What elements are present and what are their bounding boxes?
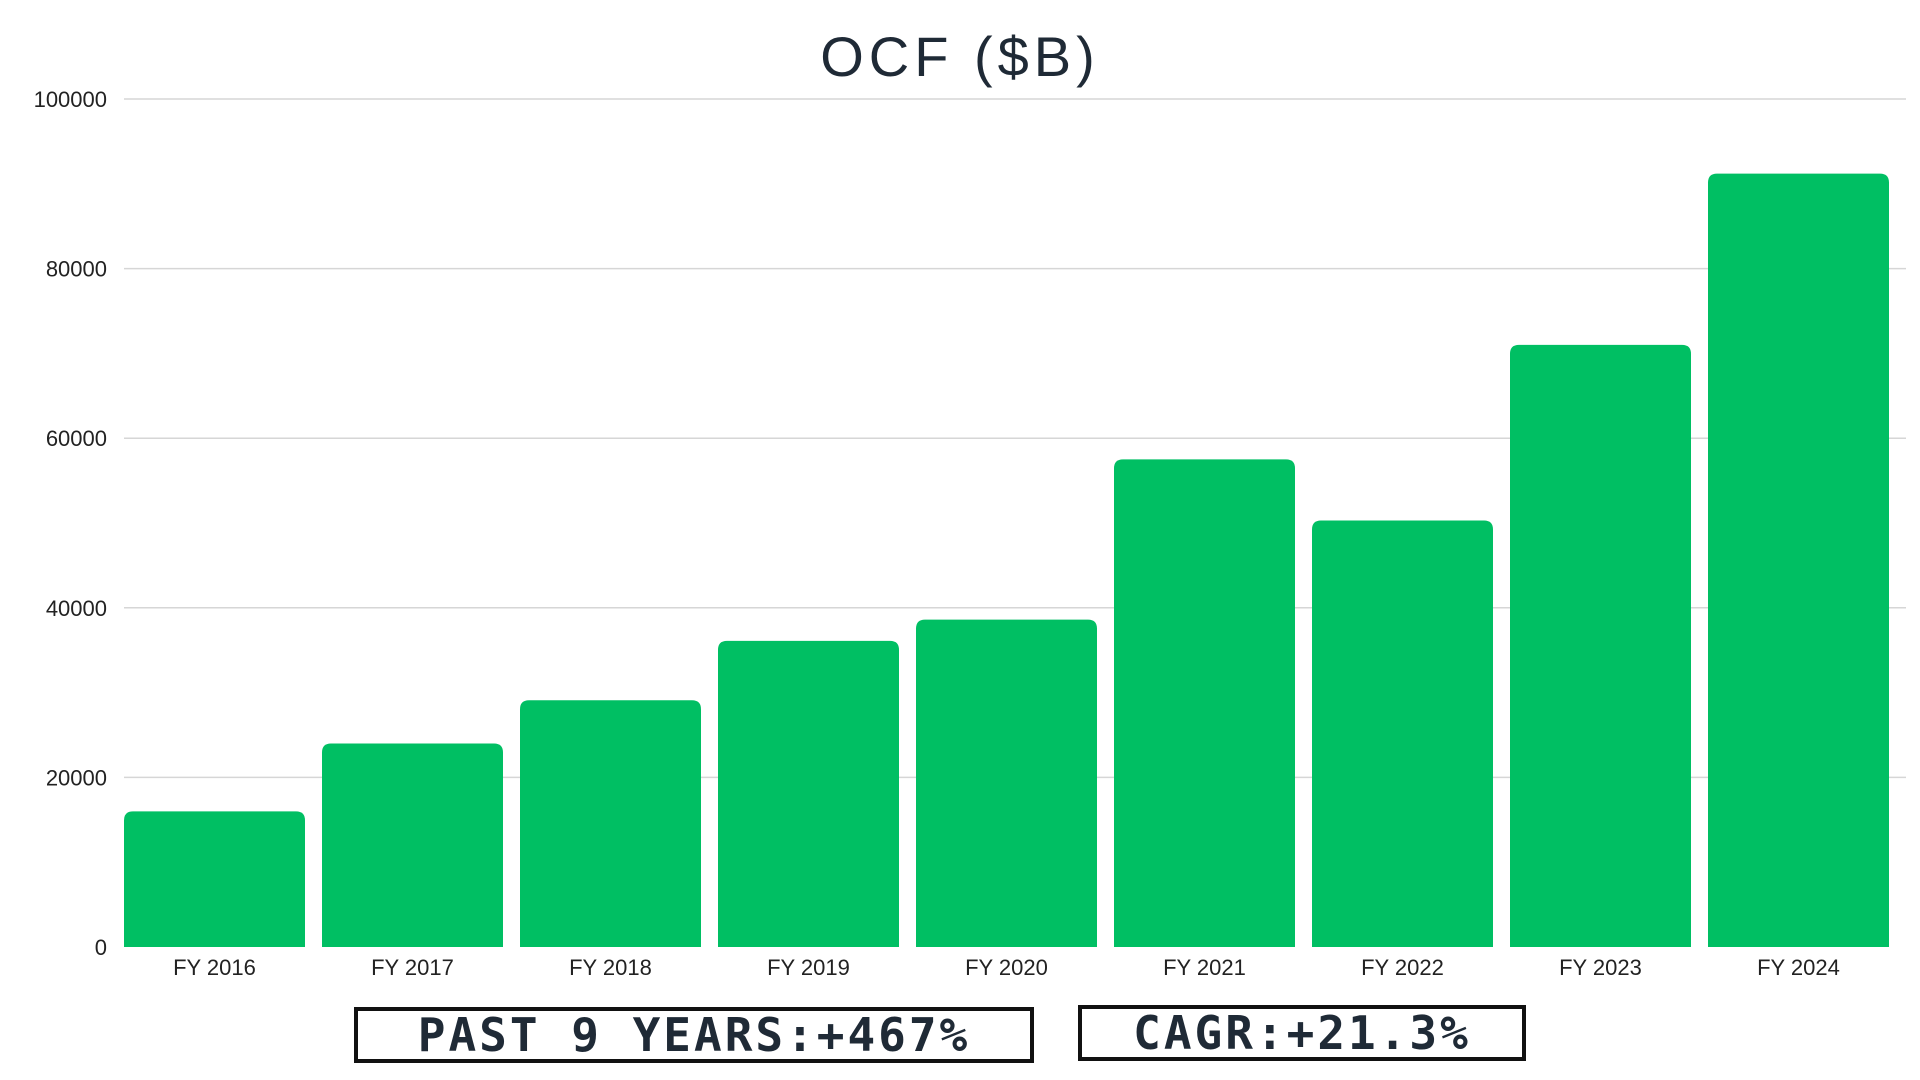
bar-fy-2023 [1510, 344, 1691, 947]
bars [124, 173, 1889, 947]
y-tick-label: 40000 [46, 596, 107, 621]
bar-fy-2021 [1114, 459, 1295, 947]
x-tick-label: FY 2019 [767, 955, 850, 980]
x-tick-label: FY 2018 [569, 955, 652, 980]
bar-fy-2020 [916, 619, 1097, 947]
past-years-growth-text: PAST 9 YEARS:+467% [417, 1008, 971, 1062]
y-tick-label: 60000 [46, 426, 107, 451]
x-axis-ticks: FY 2016 FY 2017 FY 2018 FY 2019 FY 2020 FY 20… [173, 955, 1840, 980]
bar-fy-2024 [1708, 173, 1889, 947]
x-tick-label: FY 2017 [371, 955, 454, 980]
x-tick-label: FY 2020 [965, 955, 1048, 980]
bar-fy-2017 [322, 743, 503, 947]
y-tick-label: 20000 [46, 765, 107, 790]
x-tick-label: FY 2024 [1757, 955, 1840, 980]
x-tick-label: FY 2023 [1559, 955, 1642, 980]
bar-fy-2019 [718, 640, 899, 947]
past-years-growth-box: PAST 9 YEARS:+467% [354, 1007, 1034, 1063]
y-tick-label: 0 [95, 935, 107, 960]
y-tick-label: 80000 [46, 257, 107, 282]
bar-fy-2022 [1312, 520, 1493, 947]
cagr-box: CAGR:+21.3% [1078, 1005, 1526, 1061]
y-tick-label: 100000 [34, 87, 107, 112]
x-tick-label: FY 2021 [1163, 955, 1246, 980]
y-axis-ticks: 0 20000 40000 60000 80000 100000 [34, 87, 107, 960]
chart-title: OCF ($B) [820, 25, 1100, 88]
bar-fy-2016 [124, 811, 305, 947]
bar-fy-2018 [520, 700, 701, 947]
cagr-text: CAGR:+21.3% [1133, 1006, 1471, 1060]
x-tick-label: FY 2022 [1361, 955, 1444, 980]
x-tick-label: FY 2016 [173, 955, 256, 980]
